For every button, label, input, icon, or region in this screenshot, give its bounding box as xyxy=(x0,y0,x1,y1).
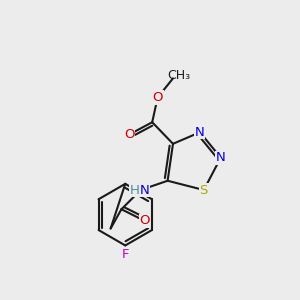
Text: S: S xyxy=(200,184,208,196)
Text: O: O xyxy=(124,128,134,141)
Text: N: N xyxy=(195,126,205,139)
Text: F: F xyxy=(122,248,129,261)
Text: O: O xyxy=(139,214,150,227)
Text: N: N xyxy=(216,151,226,164)
Text: H: H xyxy=(130,184,140,196)
Text: N: N xyxy=(140,184,149,196)
Text: O: O xyxy=(152,91,163,104)
Text: CH₃: CH₃ xyxy=(168,69,191,82)
